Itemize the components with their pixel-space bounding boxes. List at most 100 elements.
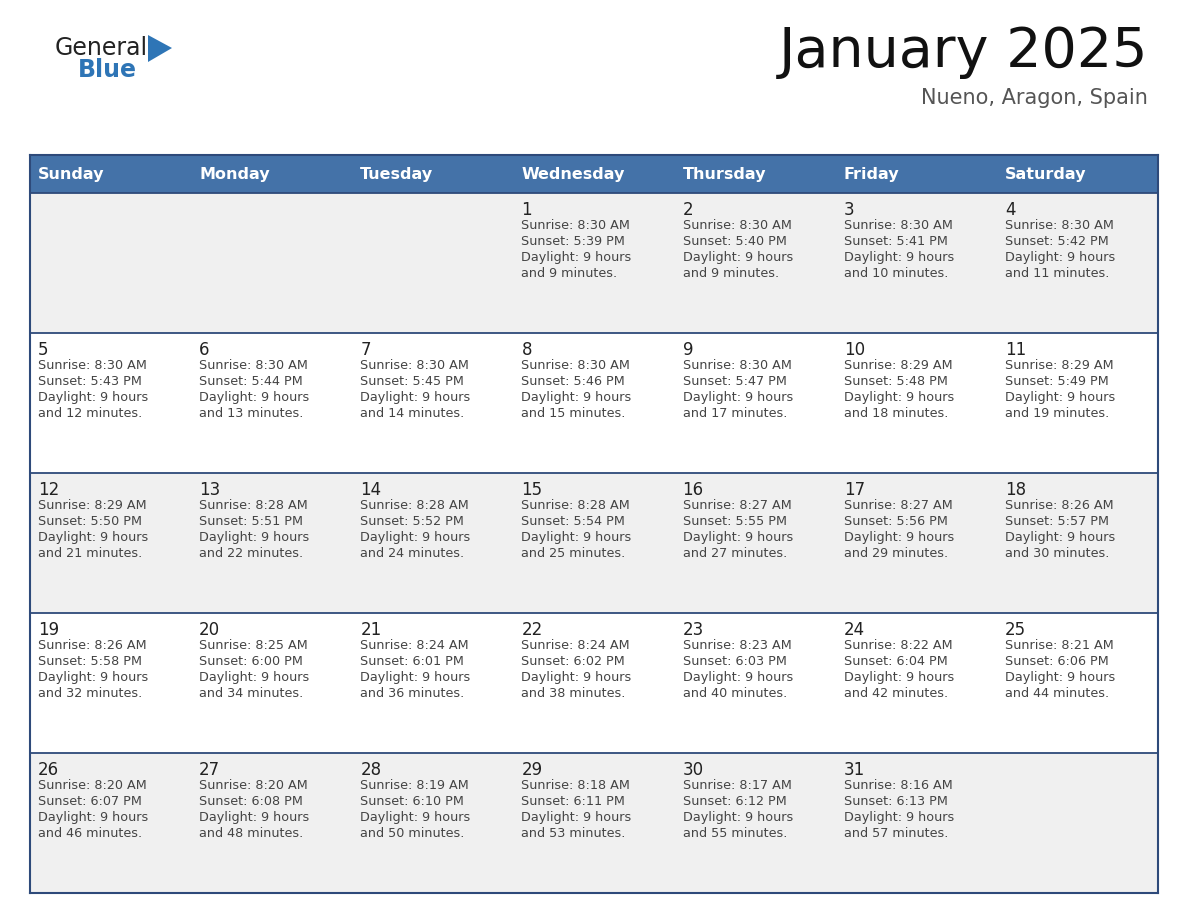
- Text: Sunset: 5:51 PM: Sunset: 5:51 PM: [200, 515, 303, 528]
- Text: Daylight: 9 hours: Daylight: 9 hours: [38, 811, 148, 824]
- Text: Daylight: 9 hours: Daylight: 9 hours: [683, 671, 792, 684]
- Text: Sunset: 6:00 PM: Sunset: 6:00 PM: [200, 655, 303, 668]
- Bar: [675, 155, 835, 193]
- Text: Sunset: 6:07 PM: Sunset: 6:07 PM: [38, 795, 141, 808]
- Text: Sunrise: 8:30 AM: Sunrise: 8:30 AM: [683, 219, 791, 232]
- Text: Sunset: 5:52 PM: Sunset: 5:52 PM: [360, 515, 465, 528]
- Text: Saturday: Saturday: [1005, 166, 1086, 182]
- Text: and 27 minutes.: and 27 minutes.: [683, 547, 786, 560]
- Text: and 40 minutes.: and 40 minutes.: [683, 687, 786, 700]
- Bar: [30, 753, 1158, 893]
- Text: Daylight: 9 hours: Daylight: 9 hours: [843, 671, 954, 684]
- Text: Sunrise: 8:20 AM: Sunrise: 8:20 AM: [200, 779, 308, 792]
- Text: Wednesday: Wednesday: [522, 166, 625, 182]
- Text: Sunrise: 8:30 AM: Sunrise: 8:30 AM: [683, 359, 791, 372]
- Text: 30: 30: [683, 761, 703, 779]
- Text: Sunset: 5:50 PM: Sunset: 5:50 PM: [38, 515, 143, 528]
- Text: Sunrise: 8:30 AM: Sunrise: 8:30 AM: [38, 359, 147, 372]
- Text: Daylight: 9 hours: Daylight: 9 hours: [200, 671, 309, 684]
- Text: 26: 26: [38, 761, 59, 779]
- Text: Daylight: 9 hours: Daylight: 9 hours: [1005, 531, 1116, 544]
- Text: Sunset: 5:58 PM: Sunset: 5:58 PM: [38, 655, 143, 668]
- Text: Daylight: 9 hours: Daylight: 9 hours: [360, 811, 470, 824]
- Text: Sunset: 5:48 PM: Sunset: 5:48 PM: [843, 375, 948, 388]
- Text: and 34 minutes.: and 34 minutes.: [200, 687, 303, 700]
- Text: Sunset: 6:08 PM: Sunset: 6:08 PM: [200, 795, 303, 808]
- Text: and 36 minutes.: and 36 minutes.: [360, 687, 465, 700]
- Text: 31: 31: [843, 761, 865, 779]
- Text: Daylight: 9 hours: Daylight: 9 hours: [522, 391, 632, 404]
- Text: Sunrise: 8:28 AM: Sunrise: 8:28 AM: [360, 499, 469, 512]
- Text: Sunset: 6:13 PM: Sunset: 6:13 PM: [843, 795, 948, 808]
- Text: Daylight: 9 hours: Daylight: 9 hours: [1005, 391, 1116, 404]
- Text: Sunrise: 8:23 AM: Sunrise: 8:23 AM: [683, 639, 791, 652]
- Text: Sunset: 6:11 PM: Sunset: 6:11 PM: [522, 795, 625, 808]
- Text: Sunrise: 8:24 AM: Sunrise: 8:24 AM: [522, 639, 630, 652]
- Text: 2: 2: [683, 201, 693, 219]
- Text: and 10 minutes.: and 10 minutes.: [843, 267, 948, 280]
- Text: Sunset: 5:42 PM: Sunset: 5:42 PM: [1005, 235, 1108, 248]
- Text: Daylight: 9 hours: Daylight: 9 hours: [1005, 251, 1116, 264]
- Text: 14: 14: [360, 481, 381, 499]
- Text: 24: 24: [843, 621, 865, 639]
- Text: Daylight: 9 hours: Daylight: 9 hours: [843, 251, 954, 264]
- Text: and 32 minutes.: and 32 minutes.: [38, 687, 143, 700]
- Text: Sunrise: 8:29 AM: Sunrise: 8:29 AM: [1005, 359, 1113, 372]
- Text: 17: 17: [843, 481, 865, 499]
- Text: and 48 minutes.: and 48 minutes.: [200, 827, 303, 840]
- Text: Sunset: 5:56 PM: Sunset: 5:56 PM: [843, 515, 948, 528]
- Text: Sunset: 6:02 PM: Sunset: 6:02 PM: [522, 655, 625, 668]
- Text: 22: 22: [522, 621, 543, 639]
- Text: Daylight: 9 hours: Daylight: 9 hours: [360, 531, 470, 544]
- Text: Sunset: 5:45 PM: Sunset: 5:45 PM: [360, 375, 465, 388]
- Text: 25: 25: [1005, 621, 1026, 639]
- Bar: [30, 193, 1158, 333]
- Text: 27: 27: [200, 761, 220, 779]
- Text: and 13 minutes.: and 13 minutes.: [200, 407, 303, 420]
- Text: and 44 minutes.: and 44 minutes.: [1005, 687, 1108, 700]
- Text: and 55 minutes.: and 55 minutes.: [683, 827, 786, 840]
- Bar: [835, 155, 997, 193]
- Text: Sunset: 5:47 PM: Sunset: 5:47 PM: [683, 375, 786, 388]
- Text: and 18 minutes.: and 18 minutes.: [843, 407, 948, 420]
- Text: Daylight: 9 hours: Daylight: 9 hours: [360, 671, 470, 684]
- Text: Sunset: 5:43 PM: Sunset: 5:43 PM: [38, 375, 141, 388]
- Text: Sunset: 6:06 PM: Sunset: 6:06 PM: [1005, 655, 1108, 668]
- Text: Daylight: 9 hours: Daylight: 9 hours: [38, 671, 148, 684]
- Text: Sunset: 6:12 PM: Sunset: 6:12 PM: [683, 795, 786, 808]
- Text: Sunset: 5:49 PM: Sunset: 5:49 PM: [1005, 375, 1108, 388]
- Text: Sunrise: 8:27 AM: Sunrise: 8:27 AM: [843, 499, 953, 512]
- Text: and 11 minutes.: and 11 minutes.: [1005, 267, 1110, 280]
- Text: Daylight: 9 hours: Daylight: 9 hours: [1005, 671, 1116, 684]
- Text: 3: 3: [843, 201, 854, 219]
- Text: and 12 minutes.: and 12 minutes.: [38, 407, 143, 420]
- Text: Sunrise: 8:30 AM: Sunrise: 8:30 AM: [522, 219, 631, 232]
- Text: 5: 5: [38, 341, 49, 359]
- Bar: [353, 155, 513, 193]
- Text: Sunrise: 8:22 AM: Sunrise: 8:22 AM: [843, 639, 953, 652]
- Text: Daylight: 9 hours: Daylight: 9 hours: [522, 251, 632, 264]
- Text: Sunrise: 8:26 AM: Sunrise: 8:26 AM: [1005, 499, 1113, 512]
- Text: Daylight: 9 hours: Daylight: 9 hours: [683, 391, 792, 404]
- Text: and 9 minutes.: and 9 minutes.: [683, 267, 778, 280]
- Text: and 50 minutes.: and 50 minutes.: [360, 827, 465, 840]
- Text: Sunrise: 8:24 AM: Sunrise: 8:24 AM: [360, 639, 469, 652]
- Text: Sunrise: 8:30 AM: Sunrise: 8:30 AM: [200, 359, 308, 372]
- Text: 29: 29: [522, 761, 543, 779]
- Text: Daylight: 9 hours: Daylight: 9 hours: [683, 251, 792, 264]
- Text: Sunset: 6:03 PM: Sunset: 6:03 PM: [683, 655, 786, 668]
- Text: 1: 1: [522, 201, 532, 219]
- Text: Sunset: 5:40 PM: Sunset: 5:40 PM: [683, 235, 786, 248]
- Text: Daylight: 9 hours: Daylight: 9 hours: [843, 531, 954, 544]
- Text: and 25 minutes.: and 25 minutes.: [522, 547, 626, 560]
- Text: 15: 15: [522, 481, 543, 499]
- Text: 21: 21: [360, 621, 381, 639]
- Text: Daylight: 9 hours: Daylight: 9 hours: [522, 671, 632, 684]
- Polygon shape: [148, 35, 172, 62]
- Text: and 21 minutes.: and 21 minutes.: [38, 547, 143, 560]
- Text: 4: 4: [1005, 201, 1016, 219]
- Text: Sunrise: 8:29 AM: Sunrise: 8:29 AM: [38, 499, 146, 512]
- Bar: [30, 613, 1158, 753]
- Text: 13: 13: [200, 481, 221, 499]
- Text: and 53 minutes.: and 53 minutes.: [522, 827, 626, 840]
